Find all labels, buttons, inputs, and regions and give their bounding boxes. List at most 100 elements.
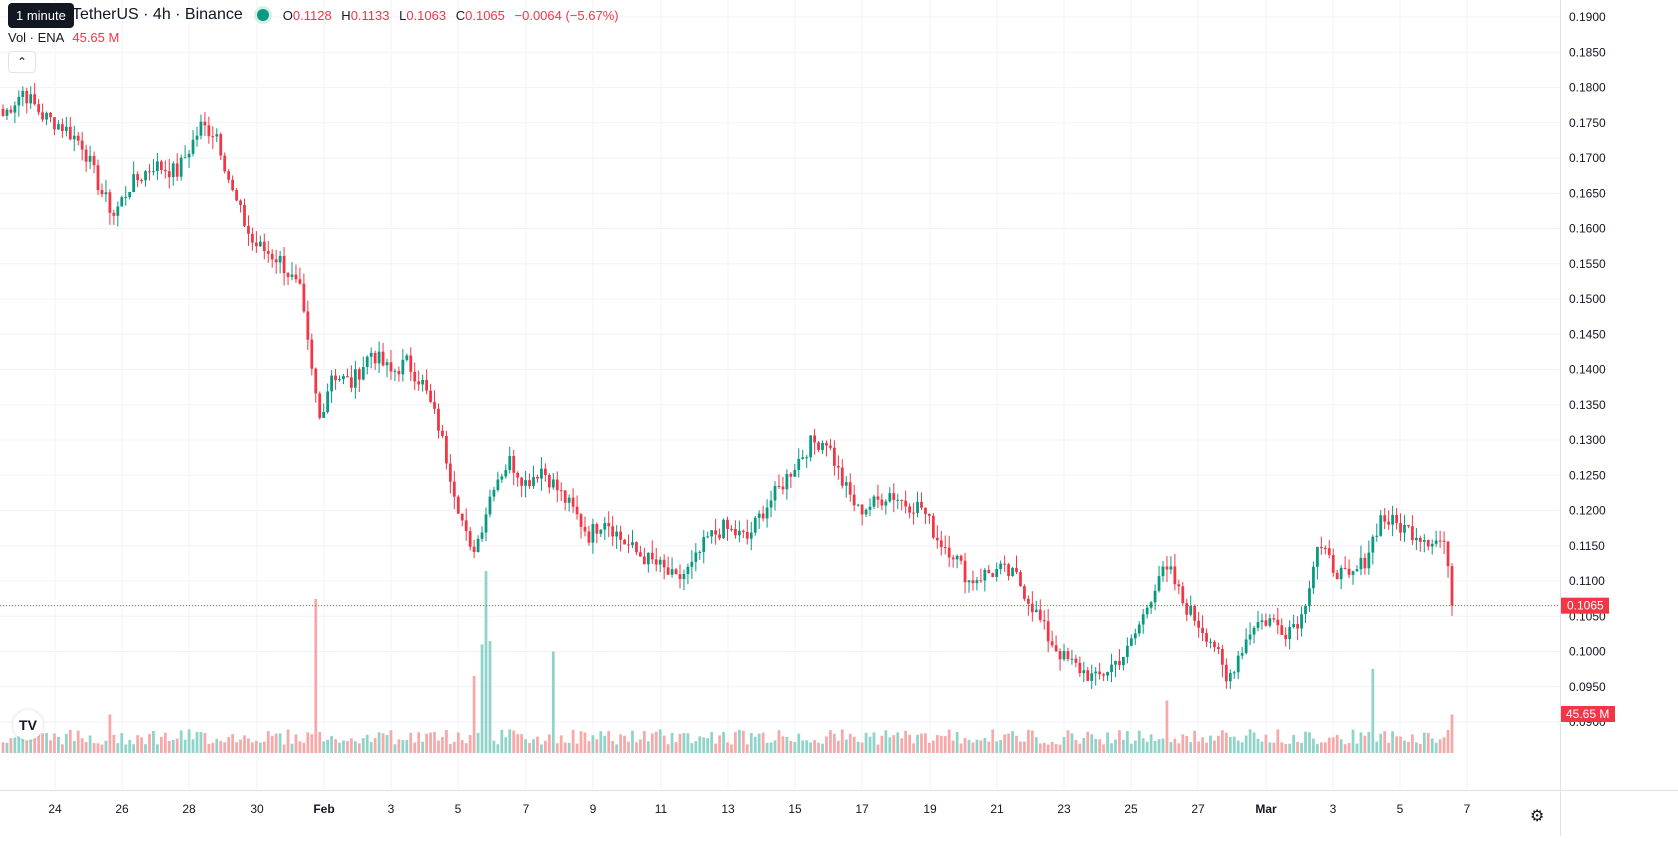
volume-bar: [650, 733, 654, 753]
candle-body: [1272, 618, 1276, 620]
volume-bar: [587, 741, 591, 753]
candle-body: [322, 411, 326, 418]
tradingview-logo-icon[interactable]: TV: [13, 710, 43, 740]
volume-bar: [322, 741, 326, 753]
current-price-label: 0.1065: [1567, 599, 1604, 613]
price-tick-label: 0.1400: [1569, 363, 1606, 377]
candle-body: [401, 359, 405, 375]
price-tick-label: 0.1250: [1569, 468, 1606, 482]
candle-body: [773, 485, 777, 501]
time-tick-label: 3: [388, 802, 395, 816]
candle-body: [247, 225, 250, 234]
candle-body: [211, 136, 215, 138]
candle-body: [1446, 541, 1450, 567]
volume-bar: [856, 741, 860, 753]
candle-body: [737, 530, 741, 536]
volume-bar: [330, 736, 333, 753]
candle-body: [1185, 603, 1189, 615]
candle-body: [1118, 660, 1121, 666]
market-status-icon[interactable]: [256, 9, 269, 21]
candle-body: [472, 546, 476, 552]
volume-bar: [1007, 733, 1010, 753]
candle-body: [377, 351, 381, 364]
candle-body: [1260, 620, 1264, 623]
price-tick-label: 0.1800: [1569, 81, 1606, 95]
volume-bar: [409, 732, 413, 753]
candle-body: [1094, 671, 1098, 674]
volume-bar: [298, 741, 302, 753]
candle-body: [1442, 540, 1446, 542]
candle-body: [1280, 625, 1284, 635]
candle-body: [1169, 566, 1173, 570]
candle-body: [563, 490, 567, 503]
volume-bar: [472, 676, 476, 753]
volume-bar: [361, 738, 365, 753]
candle-body: [1125, 645, 1129, 657]
candle-body: [916, 501, 919, 513]
candle-body: [710, 530, 714, 537]
volume-bar: [433, 731, 436, 753]
volume-bar: [920, 733, 923, 753]
price-axis[interactable]: 0.1900 0.1850 0.1800 0.1750 0.1700 0.1650 0.16…: [1560, 0, 1678, 790]
volume-bar: [401, 740, 405, 753]
volume-badge: [1561, 706, 1615, 722]
candle-body: [939, 540, 943, 548]
volume-bar: [456, 732, 460, 753]
candle-body: [682, 573, 686, 579]
candle-body: [615, 531, 619, 537]
candle-body: [1256, 622, 1260, 628]
candle-body: [567, 497, 571, 503]
volume-bar: [809, 742, 813, 753]
volume-bar: [346, 741, 349, 753]
candle-body: [884, 501, 888, 506]
candle-body: [37, 104, 41, 113]
volume-bar: [195, 732, 199, 753]
candle-body: [385, 362, 389, 366]
candle-body: [714, 530, 718, 535]
volume-bar: [1248, 729, 1252, 753]
candle-body: [350, 377, 353, 388]
candle-body: [326, 391, 330, 412]
volume-bar: [559, 735, 563, 753]
volume-bar: [793, 741, 797, 753]
candle-body: [53, 117, 56, 130]
candle-body: [120, 197, 124, 207]
candle-body: [551, 479, 555, 488]
candlestick-chart[interactable]: [0, 0, 1560, 790]
volume-bar: [377, 732, 381, 753]
price-tick-label: 0.1150: [1569, 539, 1605, 553]
candle-body: [955, 555, 959, 560]
chart-plot-area[interactable]: [0, 0, 1560, 790]
volume-bar: [76, 730, 80, 753]
candle-body: [1054, 645, 1058, 652]
volume-bar: [21, 737, 25, 753]
volume-bar: [448, 744, 452, 753]
volume-bar: [1355, 743, 1359, 753]
candle-body: [1141, 614, 1145, 625]
candle-body: [488, 496, 492, 515]
volume-bar: [29, 737, 33, 753]
volume-bar: [286, 729, 290, 753]
volume-bar: [441, 737, 444, 753]
time-tick-label: Feb: [313, 802, 334, 816]
candle-body: [496, 479, 500, 490]
volume-bar: [274, 733, 278, 753]
candle-body: [57, 124, 60, 130]
candle-body: [666, 567, 670, 575]
symbol-title[interactable]: TetherUS · 4h · Binance: [72, 6, 243, 23]
collapse-legend-button[interactable]: ⌃: [8, 51, 36, 73]
candle-body: [1173, 566, 1177, 585]
candle-body: [516, 472, 520, 478]
candle-body: [1387, 521, 1391, 525]
volume-bar: [876, 744, 880, 753]
settings-icon[interactable]: ⚙: [1530, 808, 1545, 825]
time-axis[interactable]: 24 26 28 30 Feb 3 5 7 9 11 13 15 17 19 21 23 25 27 Mar 3 5 7: [0, 790, 1560, 836]
candle-body: [1129, 638, 1133, 646]
price-axis-labels: 0.1900 0.1850 0.1800 0.1750 0.1700 0.1650 0.16…: [1561, 10, 1615, 729]
volume-bar: [1308, 732, 1311, 753]
volume-bar: [880, 735, 884, 753]
volume-bar: [1264, 734, 1268, 753]
volume-bar: [995, 741, 999, 753]
volume-bar: [595, 739, 599, 753]
volume-bar: [231, 734, 235, 753]
